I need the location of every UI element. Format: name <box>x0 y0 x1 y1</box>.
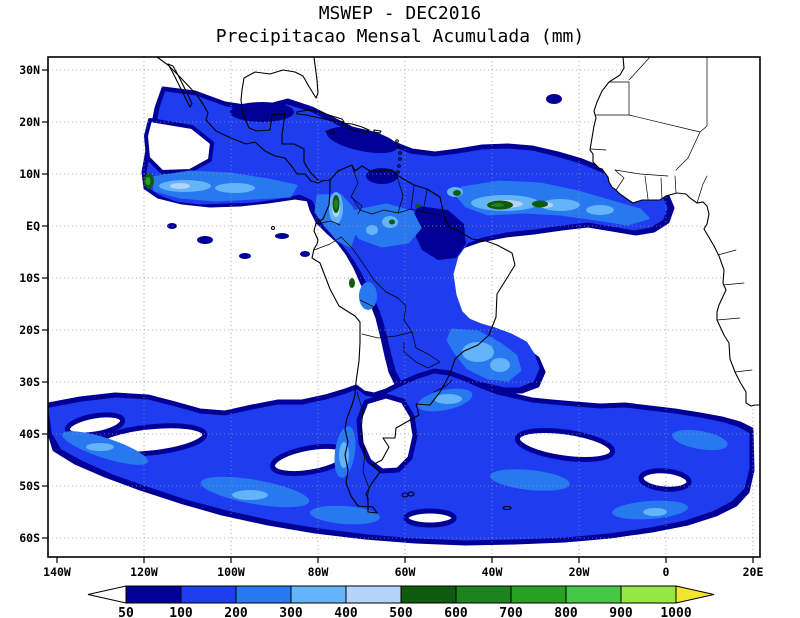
colorbar-segment-700-800 <box>510 585 567 604</box>
colorbar-label: 300 <box>279 606 303 618</box>
y-tick-label: EQ <box>26 219 40 233</box>
colorbar: 50 100 200 300 400 500 600 700 800 900 1… <box>87 585 715 618</box>
x-tick-label: 120W <box>130 565 158 579</box>
x-tick-label: 100W <box>217 565 245 579</box>
colorbar-segment-300-400 <box>290 585 347 604</box>
colorbar-label: 200 <box>224 606 248 618</box>
coastlines <box>156 57 760 514</box>
x-tick-label: 20W <box>569 565 590 579</box>
colorbar-label: 400 <box>334 606 358 618</box>
colorbar-segment-900-1000 <box>620 585 677 604</box>
x-tick-label: 40W <box>482 565 503 579</box>
y-tick-label: 60S <box>19 531 40 545</box>
x-tick-label: 80W <box>308 565 329 579</box>
gridlines <box>48 57 760 557</box>
colorbar-arrow-high <box>675 585 715 604</box>
colorbar-segment-50-100 <box>125 585 182 604</box>
plot-title-line1: MSWEP - DEC2016 <box>319 3 482 24</box>
colorbar-label: 700 <box>499 606 523 618</box>
colorbar-label: 800 <box>554 606 578 618</box>
x-tick-label: 20E <box>743 565 764 579</box>
x-tick-label: 0 <box>663 565 670 579</box>
map-frame <box>42 56 761 563</box>
plot-title-line2: Precipitacao Mensal Acumulada (mm) <box>216 26 584 47</box>
colorbar-segment-800-900 <box>565 585 622 604</box>
x-axis-labels: 140W 120W 100W 80W 60W 40W 20W 0 20E <box>43 565 763 579</box>
country-borders <box>313 57 753 501</box>
y-tick-label: 30N <box>19 63 40 77</box>
colorbar-segment-100-200 <box>180 585 237 604</box>
y-tick-label: 10S <box>19 271 40 285</box>
y-tick-label: 40S <box>19 427 40 441</box>
colorbar-segment-200-300 <box>235 585 292 604</box>
colorbar-segment-400-500 <box>345 585 402 604</box>
x-tick-label: 140W <box>43 565 71 579</box>
y-tick-label: 20N <box>19 115 40 129</box>
y-tick-label: 10N <box>19 167 40 181</box>
x-tick-label: 60W <box>395 565 416 579</box>
y-tick-label: 50S <box>19 479 40 493</box>
y-tick-label: 30S <box>19 375 40 389</box>
precipitation-field <box>48 86 755 546</box>
colorbar-label: 600 <box>444 606 468 618</box>
colorbar-label: 1000 <box>660 606 691 618</box>
colorbar-label: 900 <box>609 606 633 618</box>
y-axis-labels: 30N 20N 10N EQ 10S 20S 30S 40S 50S 60S <box>19 63 40 545</box>
colorbar-segment-600-700 <box>455 585 512 604</box>
colorbar-segment-500-600 <box>400 585 457 604</box>
y-tick-label: 20S <box>19 323 40 337</box>
colorbar-label: 500 <box>389 606 413 618</box>
colorbar-label: 50 <box>118 606 134 618</box>
colorbar-label: 100 <box>169 606 193 618</box>
